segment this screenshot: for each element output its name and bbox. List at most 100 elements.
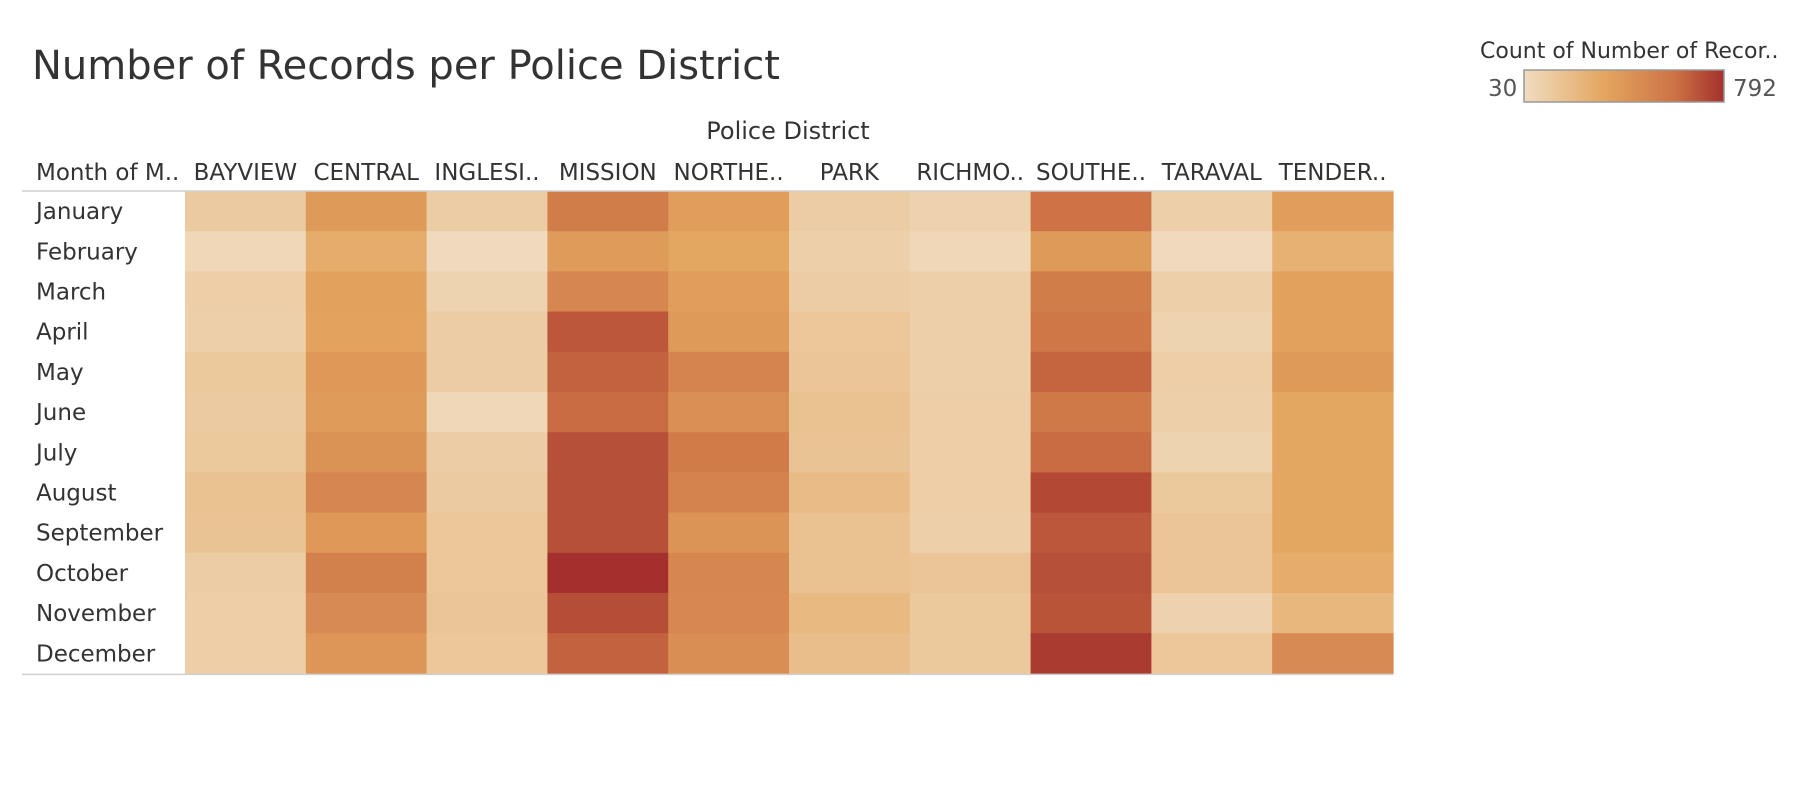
heatmap-cell: July / RICHMO..: 110 — [909, 432, 1032, 473]
heatmap-cell: June / PARK: 180 — [789, 392, 911, 433]
row-label: January — [34, 199, 123, 225]
heatmap-cell: May / MISSION: 650 — [547, 351, 669, 393]
row-label: August — [36, 481, 117, 507]
heatmap-cell: January / PARK: 120 — [789, 191, 911, 232]
heatmap-cell: April / NORTHE..: 400 — [668, 311, 790, 353]
heatmap-cell: April / INGLESI..: 120 — [426, 311, 548, 353]
heatmap-cell: September / PARK: 180 — [789, 512, 911, 554]
heatmap-cell: April / CENTRAL: 350 — [305, 311, 428, 353]
heatmap-cell: June / CENTRAL: 390 — [305, 392, 428, 433]
heatmap-cell: April / MISSION: 680 — [547, 311, 669, 353]
heatmap-cell: November / NORTHE..: 490 — [668, 593, 790, 634]
heatmap-cell: May / INGLESI..: 120 — [426, 351, 548, 393]
heatmap-cell: October / RICHMO..: 160 — [909, 552, 1032, 594]
heatmap-cell: November / PARK: 230 — [789, 593, 911, 634]
column-labels: BAYVIEW CENTRAL INGLESI.. MISSION NORTHE.. PA… — [194, 160, 1387, 186]
heatmap-cell: December / MISSION: 650 — [547, 633, 669, 674]
column-label: CENTRAL — [313, 160, 419, 186]
heatmap-cell: August / BAYVIEW: 180 — [185, 472, 307, 514]
heatmap-cell: June / SOUTHE..: 570 — [1030, 392, 1152, 433]
row-label: October — [36, 561, 129, 587]
heatmap-cell: June / RICHMO..: 110 — [909, 392, 1032, 433]
heatmap-cell: September / NORTHE..: 430 — [668, 512, 790, 554]
heatmap-cell: July / MISSION: 700 — [547, 432, 669, 473]
heatmap-cell: August / MISSION: 700 — [547, 472, 669, 514]
heatmap-cell: October / TENDER..: 300 — [1272, 552, 1394, 594]
heatmap-cell: September / TENDER..: 330 — [1272, 512, 1394, 554]
column-label: MISSION — [559, 160, 657, 186]
heatmap-cell: May / RICHMO..: 100 — [909, 351, 1032, 393]
legend-min-label: 30 — [1488, 76, 1517, 102]
heatmap-cell: April / TARAVAL: 80 — [1151, 311, 1273, 353]
heatmap-cell: February / TENDER..: 270 — [1272, 231, 1394, 272]
heatmap-cell: December / CENTRAL: 420 — [305, 633, 428, 674]
column-label: TENDER.. — [1278, 160, 1387, 186]
heatmap-cell: July / PARK: 170 — [789, 432, 911, 473]
heatmap-cell: September / TARAVAL: 160 — [1151, 512, 1273, 554]
column-label: TARAVAL — [1161, 160, 1262, 186]
heatmap-cell: December / RICHMO..: 140 — [909, 633, 1032, 674]
heatmap-cell: January / NORTHE..: 380 — [668, 191, 790, 232]
heatmap-cell: January / CENTRAL: 400 — [305, 191, 428, 232]
heatmap-cell: March / INGLESI..: 80 — [426, 271, 548, 313]
column-axis-title: Police District — [706, 117, 869, 145]
heatmap-cell: December / BAYVIEW: 110 — [185, 633, 307, 674]
heatmap-cell: July / TARAVAL: 80 — [1151, 432, 1273, 473]
heatmap-cell: January / RICHMO..: 90 — [909, 191, 1032, 232]
heatmap-cell: July / NORTHE..: 560 — [668, 432, 790, 473]
heatmap-cell: March / SOUTHE..: 550 — [1030, 271, 1152, 313]
heatmap-cell: March / RICHMO..: 100 — [909, 271, 1032, 313]
heatmap-cell: March / MISSION: 500 — [547, 271, 669, 313]
column-label: BAYVIEW — [194, 160, 298, 186]
row-label: November — [36, 601, 156, 627]
heatmap-cell: January / TENDER..: 380 — [1272, 191, 1394, 232]
heatmap-cell: January / MISSION: 550 — [547, 191, 669, 232]
heatmap-cells: January / BAYVIEW: 130January / CENTRAL:… — [185, 191, 1394, 674]
heatmap-cell: June / TARAVAL: 100 — [1151, 392, 1273, 433]
heatmap-cell: April / TENDER..: 360 — [1272, 311, 1394, 353]
chart-title: Number of Records per Police District — [32, 43, 780, 89]
heatmap-cell: September / INGLESI..: 150 — [426, 512, 548, 554]
heatmap-cell: April / SOUTHE..: 580 — [1030, 311, 1152, 353]
heatmap-cell: July / SOUTHE..: 620 — [1030, 432, 1152, 473]
heatmap-cell: July / BAYVIEW: 140 — [185, 432, 307, 473]
heatmap-cell: August / TARAVAL: 140 — [1151, 472, 1273, 514]
heatmap-cell: October / TARAVAL: 160 — [1151, 552, 1273, 594]
heatmap-cell: September / RICHMO..: 100 — [909, 512, 1032, 554]
legend: Count of Number of Recor.. 30 792 — [1480, 39, 1779, 103]
heatmap-cell: June / MISSION: 620 — [547, 392, 669, 433]
column-label: SOUTHE.. — [1036, 160, 1146, 186]
heatmap-cell: October / PARK: 180 — [789, 552, 911, 594]
row-label: March — [36, 280, 106, 306]
heatmap-cell: March / TARAVAL: 100 — [1151, 271, 1273, 313]
row-label: April — [36, 320, 89, 346]
row-label: June — [34, 400, 86, 426]
heatmap-cell: August / SOUTHE..: 720 — [1030, 472, 1152, 514]
row-labels: January February March April May June July Augu… — [34, 199, 164, 667]
column-label: INGLESI.. — [434, 160, 539, 186]
row-label: February — [36, 239, 138, 265]
heatmap-cell: March / CENTRAL: 360 — [305, 271, 428, 313]
heatmap-cell: October / CENTRAL: 530 — [305, 552, 428, 594]
heatmap-cell: February / BAYVIEW: 60 — [185, 231, 307, 272]
heatmap-cell: November / MISSION: 710 — [547, 593, 669, 634]
heatmap-cell: April / PARK: 150 — [789, 311, 911, 353]
heatmap-cell: May / TENDER..: 400 — [1272, 351, 1394, 393]
heatmap-cell: May / CENTRAL: 410 — [305, 351, 428, 393]
heatmap-cell: February / INGLESI..: 40 — [426, 231, 548, 272]
grid-frame — [22, 190, 1393, 676]
legend-color-bar — [1523, 69, 1725, 103]
heatmap-cell: November / TENDER..: 240 — [1272, 593, 1394, 634]
heatmap-cell: December / TARAVAL: 150 — [1151, 633, 1273, 674]
heatmap-cell: June / INGLESI..: 60 — [426, 392, 548, 433]
column-label: PARK — [820, 160, 880, 186]
heatmap-cell: October / NORTHE..: 500 — [668, 552, 790, 594]
heatmap-cell: May / BAYVIEW: 140 — [185, 351, 307, 393]
heatmap-cell: August / RICHMO..: 110 — [909, 472, 1032, 514]
heatmap-cell: April / RICHMO..: 100 — [909, 311, 1032, 353]
heatmap-cell: August / CENTRAL: 500 — [305, 472, 428, 514]
heatmap-cell: December / NORTHE..: 460 — [668, 633, 790, 674]
heatmap-cell: August / NORTHE..: 520 — [668, 472, 790, 514]
heatmap-cell: January / TARAVAL: 100 — [1151, 191, 1273, 232]
